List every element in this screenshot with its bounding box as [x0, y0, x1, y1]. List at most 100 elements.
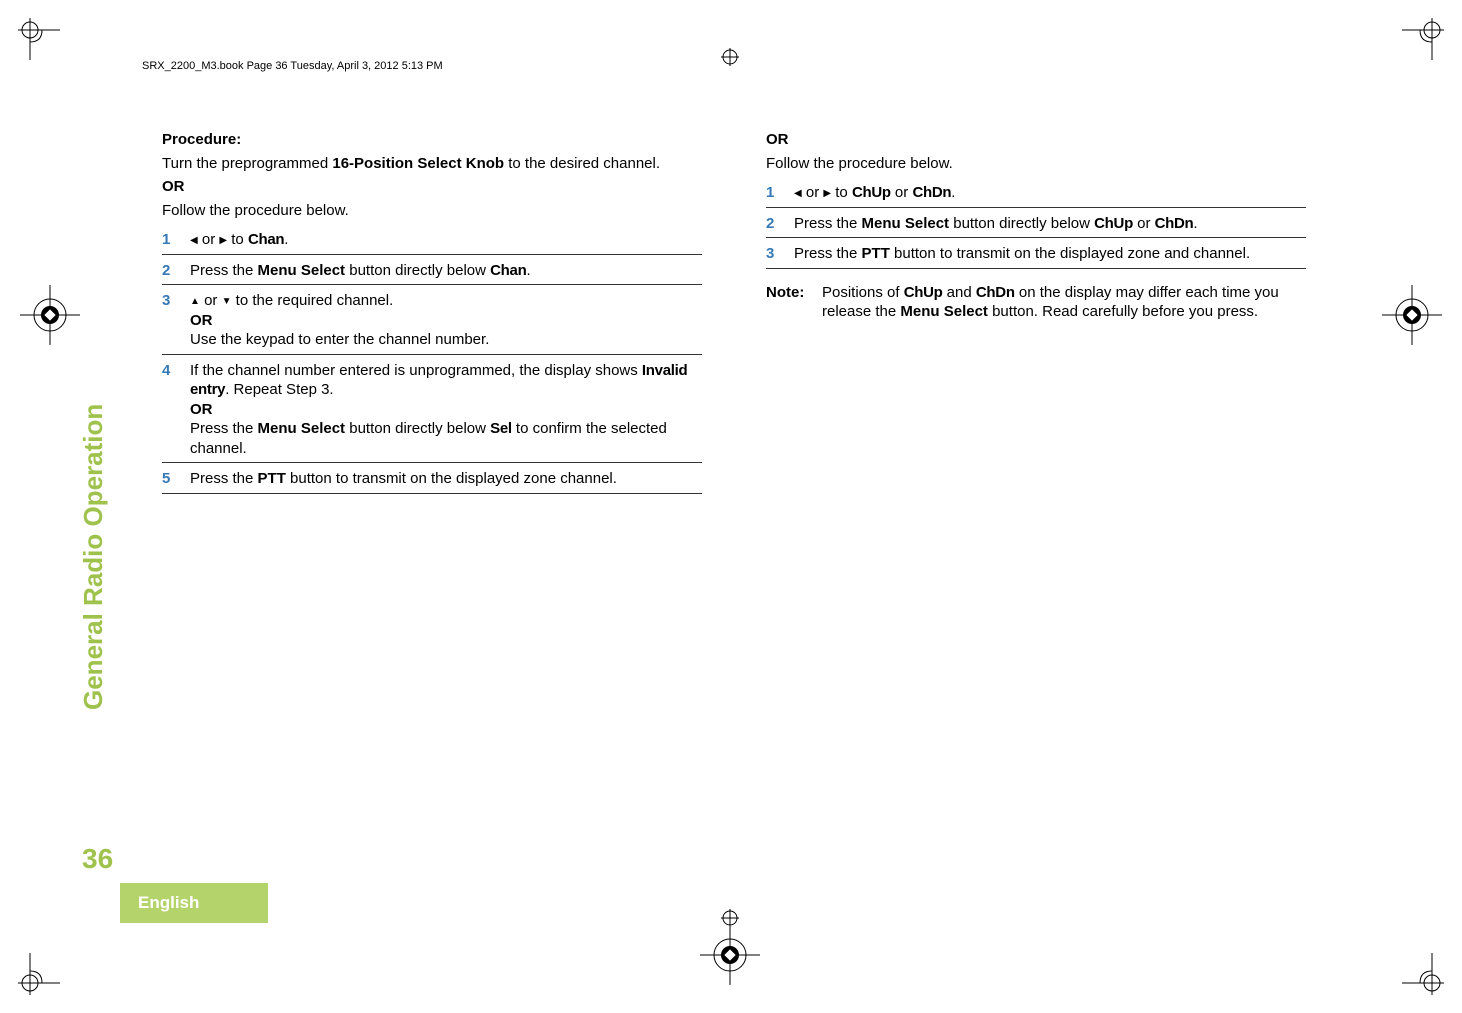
s4-alt: Press the Menu Select button directly be…: [190, 419, 702, 458]
header-line: SRX_2200_M3.book Page 36 Tuesday, April …: [142, 60, 443, 72]
step-body: or to the required channel. OR Use the k…: [190, 291, 702, 350]
s3-or: OR: [190, 311, 702, 331]
r1-chup: ChUp: [852, 184, 891, 201]
s2-mid: button directly below: [345, 262, 490, 279]
nav-left-icon: [794, 184, 802, 201]
r2-dot: .: [1193, 215, 1197, 232]
content-area: Procedure: Turn the preprogrammed 16-Pos…: [162, 130, 1372, 500]
step-number: 1: [766, 183, 794, 203]
section-label: General Radio Operation: [78, 310, 109, 710]
registration-mark-right: [1382, 285, 1442, 345]
r3-bold: PTT: [862, 245, 890, 262]
s1-to: to: [227, 231, 248, 248]
s4-pre: If the channel number entered is unprogr…: [190, 362, 642, 379]
step-number: 4: [162, 361, 190, 459]
step-number: 2: [162, 261, 190, 281]
r1-dot: .: [951, 184, 955, 201]
note-chup: ChUp: [904, 284, 943, 301]
r2-chup: ChUp: [1094, 215, 1133, 232]
crop-mark-br: [1402, 953, 1444, 995]
s4-alt-mid: button directly below: [345, 420, 490, 437]
nav-up-icon: [190, 292, 200, 309]
note-pre: Positions of: [822, 284, 904, 301]
nav-down-icon: [222, 292, 232, 309]
nav-left-icon: [190, 231, 198, 248]
right-column: OR Follow the procedure below. 1 or to C…: [766, 130, 1306, 500]
s2-dot: .: [526, 262, 530, 279]
right-step-list: 1 or to ChUp or ChDn. 2 Press the Menu S…: [766, 183, 1306, 269]
r2-pre: Press the: [794, 215, 862, 232]
page-number: 36: [82, 843, 113, 875]
step-5: 5 Press the PTT button to transmit on th…: [162, 469, 702, 494]
s2-chan: Chan: [490, 262, 526, 279]
r1-to: to: [831, 184, 852, 201]
step-number: 3: [162, 291, 190, 350]
step-body: If the channel number entered is unprogr…: [190, 361, 702, 459]
r2-chdn: ChDn: [1155, 215, 1194, 232]
s5-post: button to transmit on the displayed zone…: [286, 470, 617, 487]
step-number: 2: [766, 214, 794, 234]
note-and: and: [943, 284, 976, 301]
registration-mark-left: [20, 285, 80, 345]
note-label: Note:: [766, 283, 822, 322]
fold-mark-top: [719, 46, 741, 68]
step-number: 5: [162, 469, 190, 489]
r1-chdn: ChDn: [912, 184, 951, 201]
or-label: OR: [162, 177, 702, 197]
s1-pre: or: [198, 231, 220, 248]
step-1: 1 or to ChUp or ChDn.: [766, 183, 1306, 208]
procedure-text: Turn the preprogrammed 16-Position Selec…: [162, 154, 702, 174]
step-body: Press the PTT button to transmit on the …: [794, 244, 1306, 264]
crop-mark-tr: [1402, 18, 1444, 60]
s3-post: to the required channel.: [232, 292, 394, 309]
step-number: 1: [162, 230, 190, 250]
note-bold: Menu Select: [900, 303, 988, 320]
step-2: 2 Press the Menu Select button directly …: [162, 261, 702, 286]
fold-mark-bottom: [719, 907, 741, 929]
crop-mark-tl: [18, 18, 60, 60]
s4-post: . Repeat Step 3.: [225, 381, 333, 398]
step-2: 2 Press the Menu Select button directly …: [766, 214, 1306, 239]
s3-mid: or: [200, 292, 222, 309]
step-number: 3: [766, 244, 794, 264]
s4-sel: Sel: [490, 420, 512, 437]
note-chdn: ChDn: [976, 284, 1015, 301]
nav-right-icon: [219, 231, 227, 248]
note-body: Positions of ChUp and ChDn on the displa…: [822, 283, 1306, 322]
s5-pre: Press the: [190, 470, 258, 487]
s1-dot: .: [284, 231, 288, 248]
s5-bold: PTT: [258, 470, 286, 487]
procedure-label: Procedure:: [162, 130, 702, 150]
s3-alt: Use the keypad to enter the channel numb…: [190, 330, 702, 350]
s4-alt-bold: Menu Select: [258, 420, 346, 437]
r1-or: or: [891, 184, 913, 201]
r2-or: or: [1133, 215, 1155, 232]
step-4: 4 If the channel number entered is unpro…: [162, 361, 702, 464]
step-1: 1 or to Chan.: [162, 230, 702, 255]
r2-mid: button directly below: [949, 215, 1094, 232]
left-step-list: 1 or to Chan. 2 Press the Menu Select bu…: [162, 230, 702, 494]
s2-bold: Menu Select: [258, 262, 346, 279]
step-body: or to Chan.: [190, 230, 702, 250]
proc-knob: 16-Position Select Knob: [332, 155, 504, 172]
step-body: Press the Menu Select button directly be…: [190, 261, 702, 281]
follow-text: Follow the procedure below.: [766, 154, 1306, 174]
language-badge: English: [120, 883, 268, 923]
r3-post: button to transmit on the displayed zone…: [890, 245, 1250, 262]
step-body: Press the PTT button to transmit on the …: [190, 469, 702, 489]
nav-right-icon: [823, 184, 831, 201]
proc-pre: Turn the preprogrammed: [162, 155, 332, 172]
r3-pre: Press the: [794, 245, 862, 262]
s4-alt-pre: Press the: [190, 420, 258, 437]
step-3: 3 or to the required channel. OR Use the…: [162, 291, 702, 355]
proc-post: to the desired channel.: [504, 155, 660, 172]
step-3: 3 Press the PTT button to transmit on th…: [766, 244, 1306, 269]
note-post: button. Read carefully before you press.: [988, 303, 1258, 320]
note-block: Note: Positions of ChUp and ChDn on the …: [766, 283, 1306, 322]
or-label: OR: [766, 130, 1306, 150]
s4-or: OR: [190, 400, 702, 420]
step-body: or to ChUp or ChDn.: [794, 183, 1306, 203]
left-column: Procedure: Turn the preprogrammed 16-Pos…: [162, 130, 702, 500]
registration-mark-bottom: [700, 925, 760, 985]
s2-pre: Press the: [190, 262, 258, 279]
